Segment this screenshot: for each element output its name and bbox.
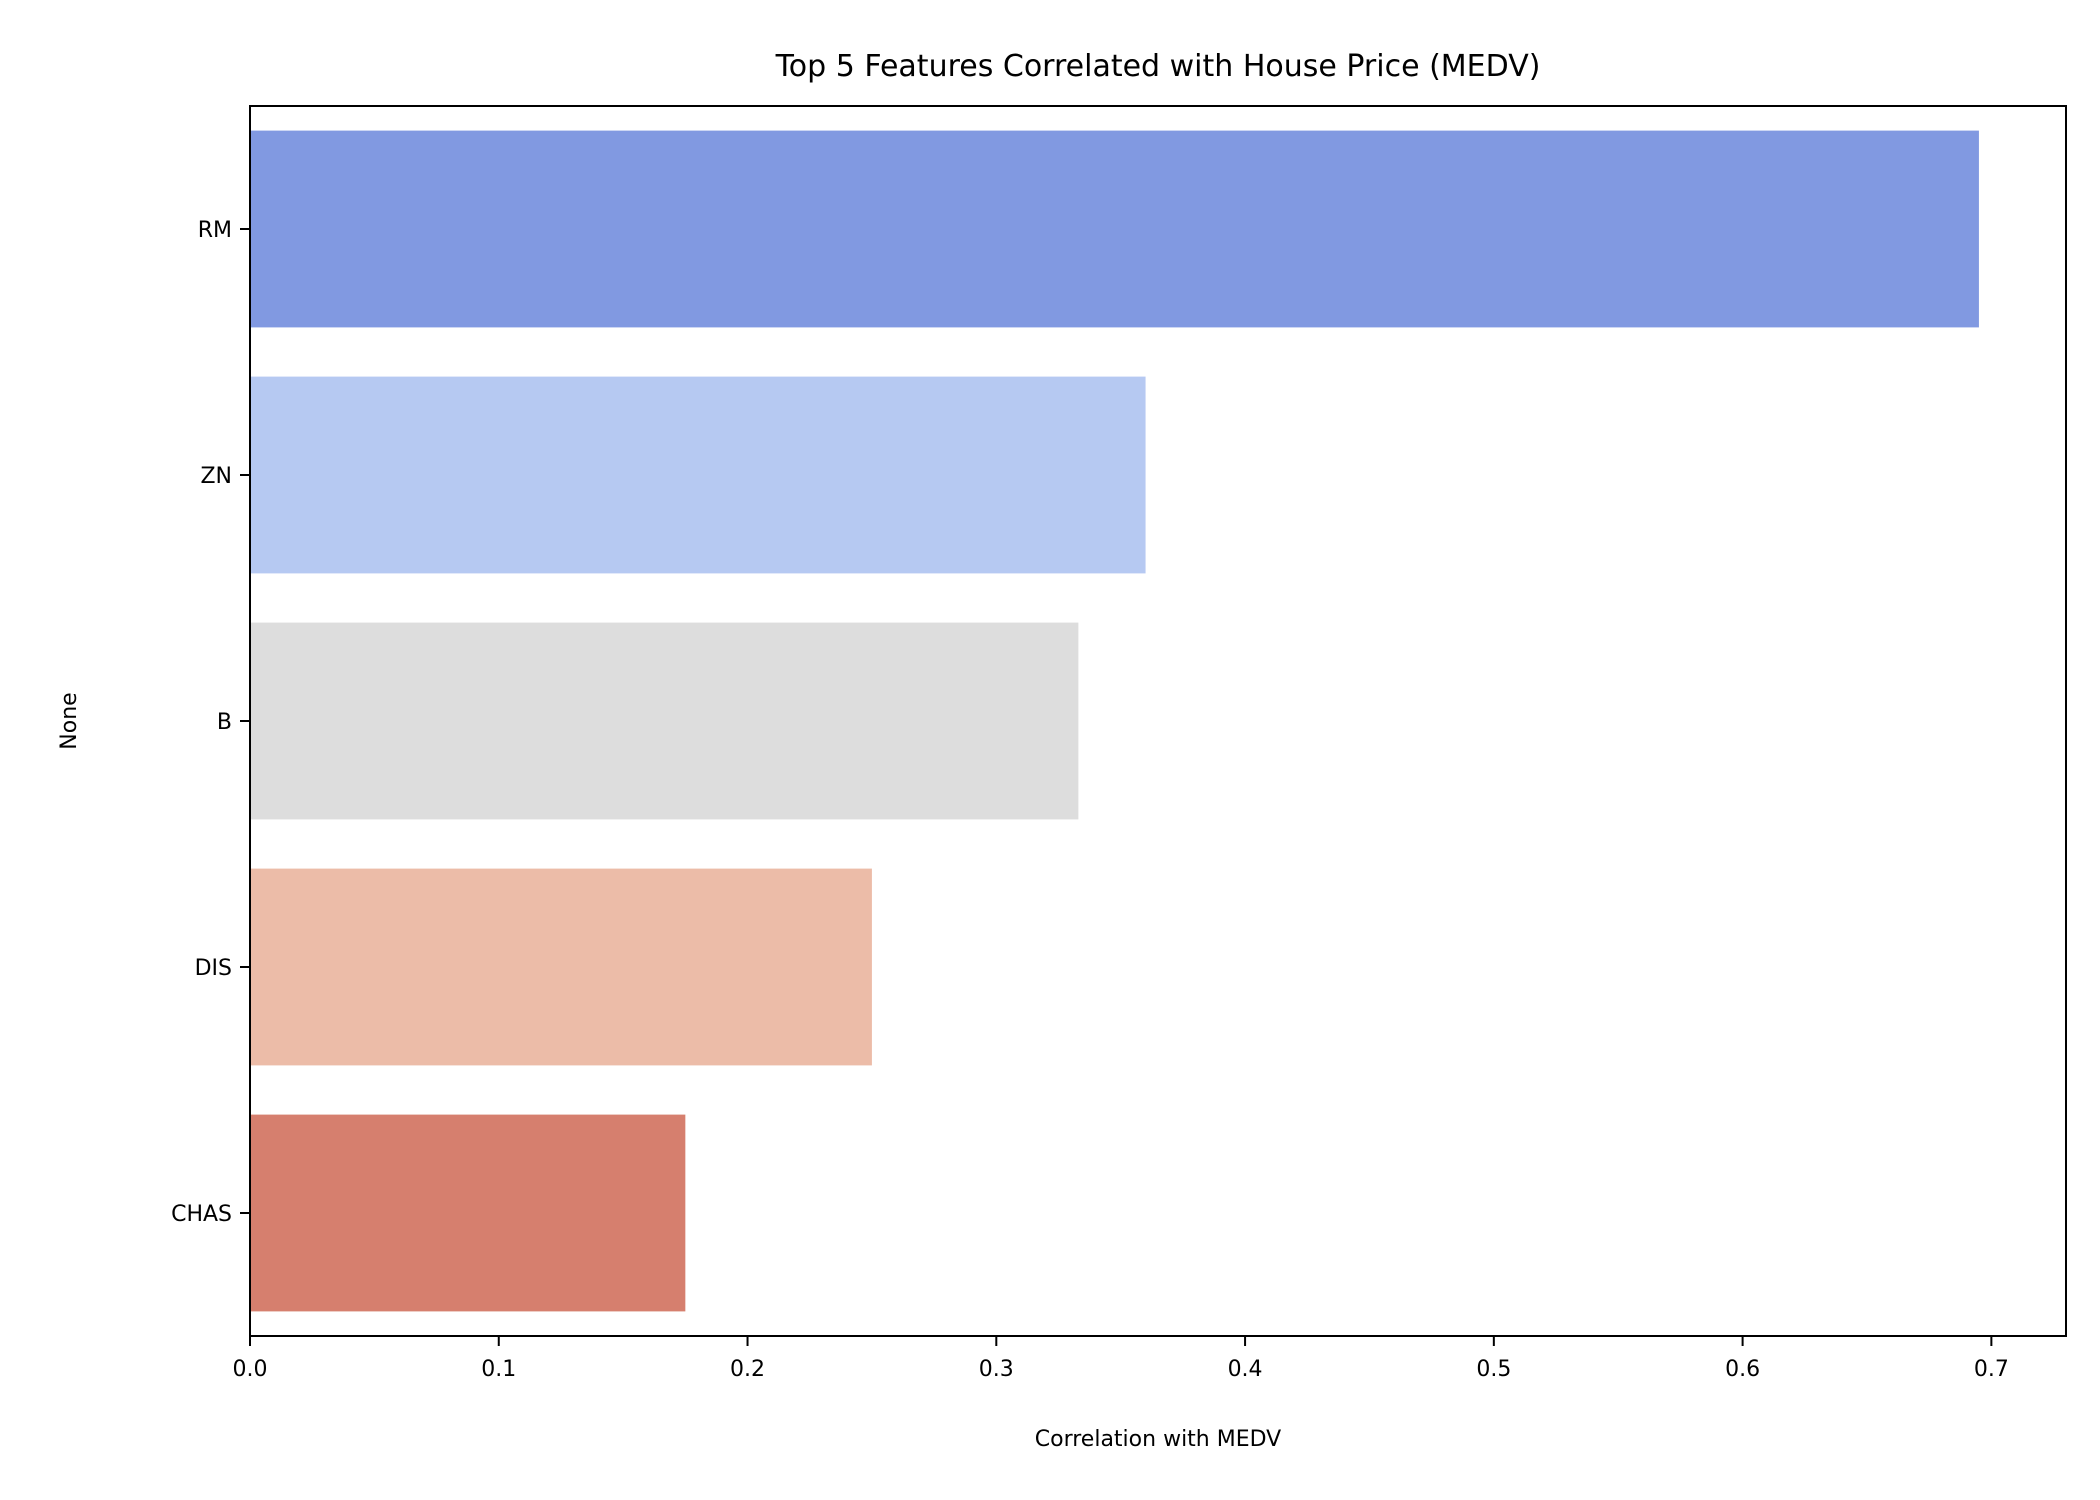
x-tick-label: 0.1 [481, 1357, 516, 1382]
x-tick-label: 0.3 [979, 1357, 1014, 1382]
y-axis-ticks: RM ZN B DIS CHAS [171, 218, 250, 1227]
chart-title: Top 5 Features Correlated with House Pri… [775, 49, 1541, 84]
bars-group [250, 130, 1979, 1312]
bar-dis [250, 868, 872, 1066]
bar-chas [250, 1114, 686, 1312]
x-tick-label: 0.7 [1974, 1357, 2009, 1382]
y-tick-label-dis: DIS [195, 956, 232, 981]
y-axis-label: None [57, 692, 82, 749]
bar-b [250, 622, 1079, 820]
x-axis-ticks: 0.0 0.1 0.2 0.3 0.4 0.5 0.6 0.7 [233, 1336, 2009, 1382]
y-tick-label-chas: CHAS [171, 1202, 232, 1227]
x-axis-label: Correlation with MEDV [1035, 1427, 1281, 1452]
y-tick-label-rm: RM [198, 218, 232, 243]
y-tick-label-b: B [217, 710, 232, 735]
bar-zn [250, 376, 1146, 574]
y-tick-label-zn: ZN [200, 464, 232, 489]
bar-rm [250, 130, 1979, 328]
plot-frame [249, 105, 2067, 1337]
x-tick-label: 0.0 [233, 1357, 268, 1382]
x-tick-label: 0.6 [1725, 1357, 1760, 1382]
x-tick-label: 0.4 [1228, 1357, 1263, 1382]
x-tick-label: 0.2 [730, 1357, 765, 1382]
x-tick-label: 0.5 [1476, 1357, 1511, 1382]
